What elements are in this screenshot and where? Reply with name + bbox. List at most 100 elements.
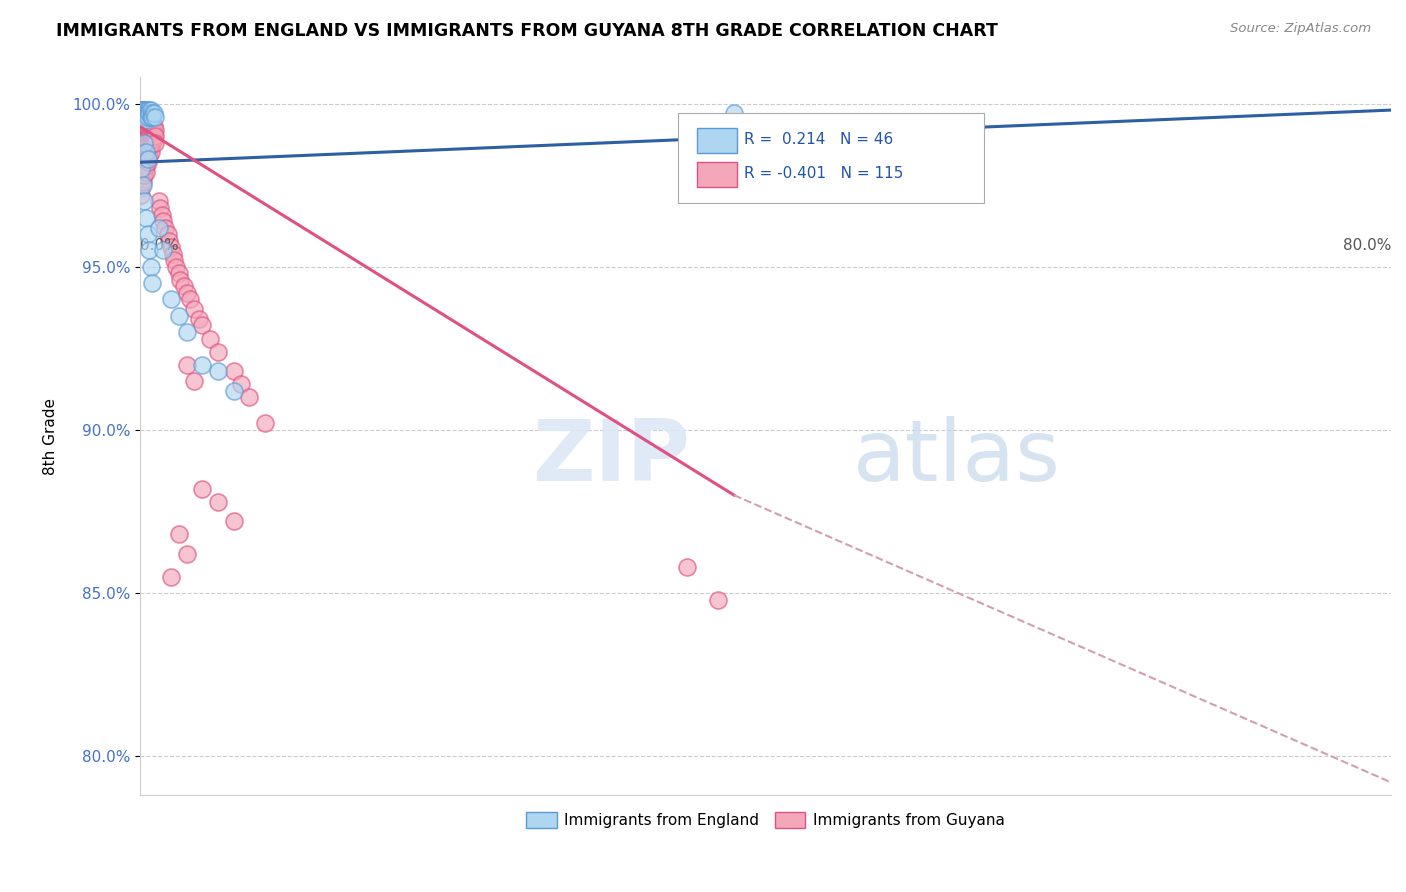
- Point: [136, 136, 159, 150]
- Point: [176, 285, 198, 300]
- Point: [183, 374, 205, 388]
- Point: [148, 220, 170, 235]
- Point: [129, 103, 152, 117]
- Point: [222, 384, 245, 398]
- Point: [134, 110, 156, 124]
- Point: [132, 122, 155, 136]
- Point: [138, 136, 160, 150]
- Text: R = -0.401   N = 115: R = -0.401 N = 115: [744, 166, 904, 181]
- Point: [191, 358, 214, 372]
- Point: [160, 240, 183, 254]
- Point: [136, 122, 159, 136]
- Point: [141, 110, 163, 124]
- Point: [142, 120, 165, 134]
- Point: [191, 318, 214, 333]
- Point: [135, 145, 157, 160]
- Point: [167, 309, 190, 323]
- Point: [141, 136, 163, 150]
- Point: [707, 592, 730, 607]
- Point: [129, 106, 152, 120]
- Point: [134, 194, 156, 209]
- Point: [167, 266, 190, 280]
- Point: [142, 132, 165, 146]
- Point: [153, 220, 176, 235]
- Point: [135, 132, 157, 146]
- Point: [135, 126, 157, 140]
- Point: [139, 112, 162, 127]
- Point: [145, 136, 167, 150]
- Point: [141, 129, 163, 144]
- Point: [132, 142, 155, 156]
- Text: Source: ZipAtlas.com: Source: ZipAtlas.com: [1230, 22, 1371, 36]
- Point: [145, 122, 167, 136]
- Point: [136, 152, 159, 166]
- Point: [165, 260, 187, 274]
- Point: [176, 358, 198, 372]
- Point: [188, 312, 211, 326]
- Point: [129, 136, 152, 150]
- Point: [207, 344, 229, 359]
- Point: [129, 110, 152, 124]
- FancyBboxPatch shape: [696, 162, 737, 186]
- Point: [129, 103, 152, 117]
- Point: [135, 120, 157, 134]
- Point: [207, 364, 229, 378]
- Point: [139, 120, 162, 134]
- Point: [134, 169, 156, 183]
- Point: [132, 110, 155, 124]
- Point: [176, 325, 198, 339]
- Point: [129, 169, 152, 183]
- Point: [142, 126, 165, 140]
- Point: [134, 103, 156, 117]
- Point: [253, 417, 276, 431]
- Point: [138, 142, 160, 156]
- Point: [152, 214, 174, 228]
- Point: [134, 116, 156, 130]
- Point: [191, 482, 214, 496]
- Point: [149, 201, 172, 215]
- Point: [129, 129, 152, 144]
- Point: [156, 227, 179, 241]
- Point: [222, 364, 245, 378]
- Point: [134, 149, 156, 163]
- Point: [142, 106, 165, 120]
- Point: [134, 142, 156, 156]
- Point: [139, 145, 162, 160]
- Point: [162, 246, 184, 260]
- Point: [134, 136, 156, 150]
- Point: [132, 110, 155, 124]
- Point: [132, 175, 155, 189]
- Point: [238, 390, 260, 404]
- Point: [169, 273, 191, 287]
- Point: [135, 112, 157, 127]
- Point: [138, 129, 160, 144]
- Point: [139, 103, 162, 117]
- Point: [139, 126, 162, 140]
- Point: [135, 106, 157, 120]
- Point: [132, 149, 155, 163]
- Point: [135, 152, 157, 166]
- Point: [135, 159, 157, 173]
- Point: [135, 211, 157, 225]
- Point: [150, 207, 173, 221]
- Point: [132, 136, 155, 150]
- Point: [139, 132, 162, 146]
- Point: [129, 161, 152, 176]
- Point: [141, 116, 163, 130]
- Point: [132, 106, 155, 120]
- Text: ZIP: ZIP: [533, 417, 690, 500]
- Point: [132, 169, 155, 183]
- Point: [134, 155, 156, 169]
- Point: [160, 293, 183, 307]
- Point: [198, 332, 221, 346]
- Text: IMMIGRANTS FROM ENGLAND VS IMMIGRANTS FROM GUYANA 8TH GRADE CORRELATION CHART: IMMIGRANTS FROM ENGLAND VS IMMIGRANTS FR…: [56, 22, 998, 40]
- Legend: Immigrants from England, Immigrants from Guyana: Immigrants from England, Immigrants from…: [520, 806, 1011, 834]
- Point: [132, 103, 155, 117]
- Point: [139, 139, 162, 153]
- Point: [136, 110, 159, 124]
- Point: [136, 227, 159, 241]
- Point: [129, 188, 152, 202]
- Text: R =  0.214   N = 46: R = 0.214 N = 46: [744, 132, 893, 147]
- Point: [135, 112, 157, 127]
- Point: [183, 302, 205, 317]
